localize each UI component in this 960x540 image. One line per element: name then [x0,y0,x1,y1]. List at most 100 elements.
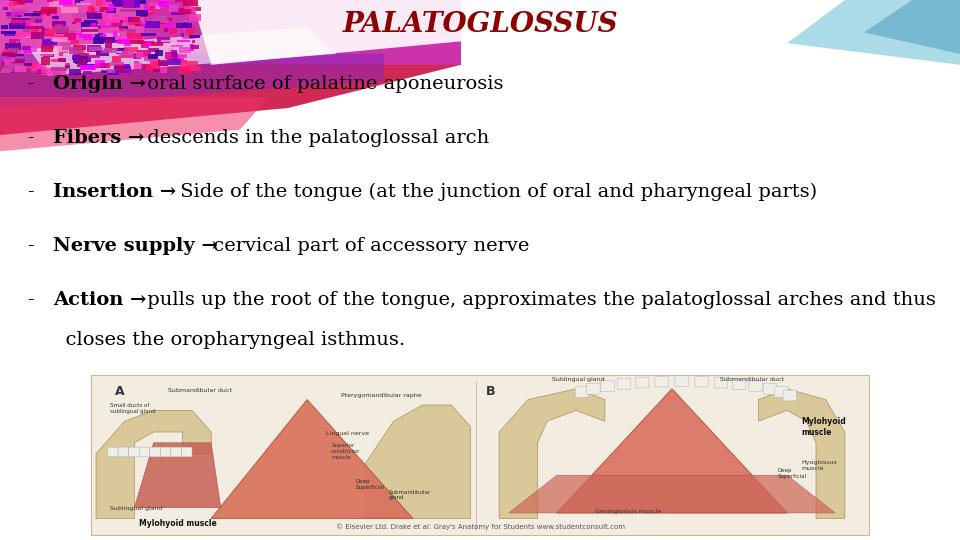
FancyBboxPatch shape [714,377,728,388]
FancyBboxPatch shape [116,48,129,54]
FancyBboxPatch shape [9,25,23,32]
FancyBboxPatch shape [105,0,118,1]
FancyBboxPatch shape [53,27,69,33]
FancyBboxPatch shape [52,59,66,62]
FancyBboxPatch shape [113,14,120,21]
FancyBboxPatch shape [24,49,33,53]
FancyBboxPatch shape [41,45,53,52]
FancyBboxPatch shape [39,53,54,56]
FancyBboxPatch shape [62,43,71,50]
FancyBboxPatch shape [139,9,147,15]
FancyBboxPatch shape [83,71,92,74]
FancyBboxPatch shape [749,381,762,392]
Polygon shape [499,389,605,518]
FancyBboxPatch shape [126,29,136,35]
FancyBboxPatch shape [154,21,166,24]
FancyBboxPatch shape [145,22,159,28]
Polygon shape [0,54,384,108]
FancyBboxPatch shape [52,21,66,25]
FancyBboxPatch shape [56,33,67,37]
FancyBboxPatch shape [24,0,34,3]
FancyBboxPatch shape [101,70,115,73]
FancyBboxPatch shape [147,33,153,39]
FancyBboxPatch shape [172,8,185,15]
FancyBboxPatch shape [116,0,121,2]
FancyBboxPatch shape [112,56,121,63]
FancyBboxPatch shape [134,0,140,7]
Polygon shape [557,389,787,513]
FancyBboxPatch shape [140,1,145,3]
FancyBboxPatch shape [139,34,154,37]
FancyBboxPatch shape [77,59,86,66]
FancyBboxPatch shape [775,387,788,397]
FancyBboxPatch shape [189,36,200,38]
FancyBboxPatch shape [155,50,162,56]
Text: Hyoglossus
muscle: Hyoglossus muscle [802,460,837,471]
FancyBboxPatch shape [85,11,97,15]
Text: Submandibular
gland: Submandibular gland [389,490,431,501]
Text: Pterygomandibular raphe: Pterygomandibular raphe [341,393,421,398]
FancyBboxPatch shape [7,50,17,57]
FancyBboxPatch shape [93,29,96,32]
FancyBboxPatch shape [159,68,167,73]
FancyBboxPatch shape [65,36,70,40]
Text: Lingual nerve: Lingual nerve [326,431,370,436]
FancyBboxPatch shape [65,65,70,69]
FancyBboxPatch shape [41,7,57,14]
FancyBboxPatch shape [109,48,124,50]
FancyBboxPatch shape [108,447,118,457]
Text: -: - [27,291,34,309]
FancyBboxPatch shape [97,39,107,43]
FancyBboxPatch shape [181,447,192,457]
FancyBboxPatch shape [86,45,101,52]
FancyBboxPatch shape [172,10,181,15]
FancyBboxPatch shape [17,34,22,37]
FancyBboxPatch shape [27,26,44,29]
FancyBboxPatch shape [24,63,36,69]
FancyBboxPatch shape [65,63,70,69]
FancyBboxPatch shape [84,21,97,23]
FancyBboxPatch shape [2,0,9,7]
FancyBboxPatch shape [148,55,156,58]
FancyBboxPatch shape [117,36,130,42]
FancyBboxPatch shape [127,32,143,39]
FancyBboxPatch shape [74,18,82,22]
Text: Insertion →: Insertion → [53,183,176,201]
FancyBboxPatch shape [105,8,113,13]
FancyBboxPatch shape [11,24,15,28]
FancyBboxPatch shape [110,62,125,66]
FancyBboxPatch shape [169,5,180,12]
FancyBboxPatch shape [41,72,49,75]
FancyBboxPatch shape [99,37,114,43]
FancyBboxPatch shape [173,60,187,63]
FancyBboxPatch shape [90,23,96,26]
FancyBboxPatch shape [34,11,50,16]
FancyBboxPatch shape [146,64,160,69]
FancyBboxPatch shape [32,64,46,71]
Text: Submandibular duct: Submandibular duct [168,388,232,393]
FancyBboxPatch shape [113,31,117,37]
FancyBboxPatch shape [75,0,82,4]
FancyBboxPatch shape [183,33,195,39]
FancyBboxPatch shape [1,61,4,64]
FancyBboxPatch shape [5,52,12,55]
Polygon shape [787,0,960,65]
FancyBboxPatch shape [16,27,31,34]
FancyBboxPatch shape [2,0,18,2]
FancyBboxPatch shape [4,49,15,53]
FancyBboxPatch shape [170,28,178,34]
FancyBboxPatch shape [80,0,94,3]
FancyBboxPatch shape [10,3,16,6]
FancyBboxPatch shape [1,25,8,29]
FancyBboxPatch shape [40,10,57,14]
FancyBboxPatch shape [72,56,80,60]
FancyBboxPatch shape [80,0,88,2]
Text: Nerve supply →: Nerve supply → [53,237,218,255]
FancyBboxPatch shape [128,17,140,23]
FancyBboxPatch shape [79,33,90,38]
FancyBboxPatch shape [587,383,600,394]
FancyBboxPatch shape [46,68,61,75]
Text: Fibers →: Fibers → [53,129,144,147]
FancyBboxPatch shape [147,42,163,45]
FancyBboxPatch shape [105,39,111,44]
